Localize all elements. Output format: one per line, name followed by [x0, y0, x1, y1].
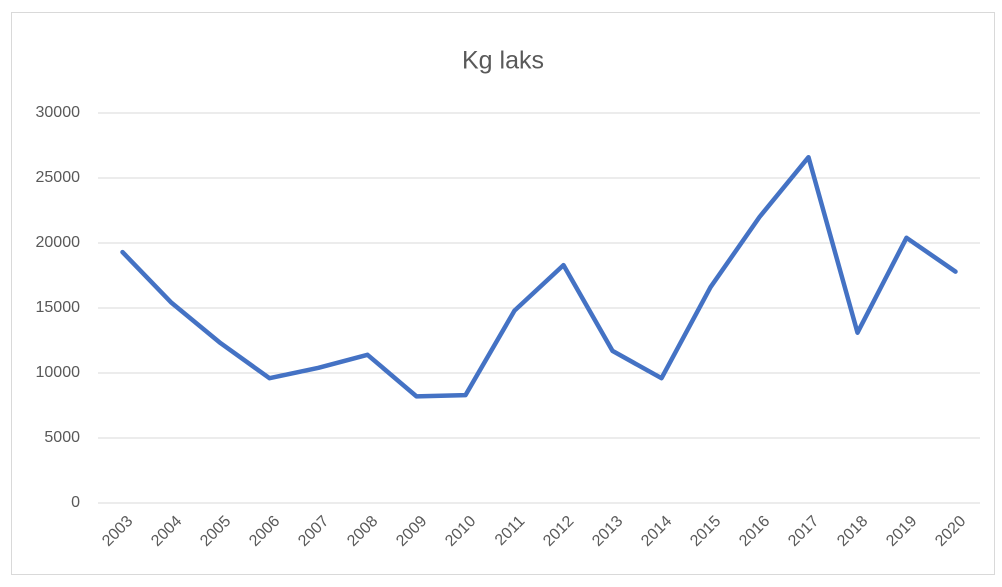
y-tick-label: 20000 — [36, 234, 81, 251]
y-tick-label: 0 — [71, 494, 80, 511]
y-tick-label: 30000 — [36, 104, 81, 121]
data-line — [120, 154, 958, 399]
chart-title: Kg laks — [462, 47, 544, 75]
chart-frame — [11, 12, 995, 575]
y-tick-label: 10000 — [36, 364, 81, 381]
y-tick-label: 5000 — [44, 429, 80, 446]
y-tick-label: 25000 — [36, 169, 81, 186]
y-tick-label: 15000 — [36, 299, 81, 316]
